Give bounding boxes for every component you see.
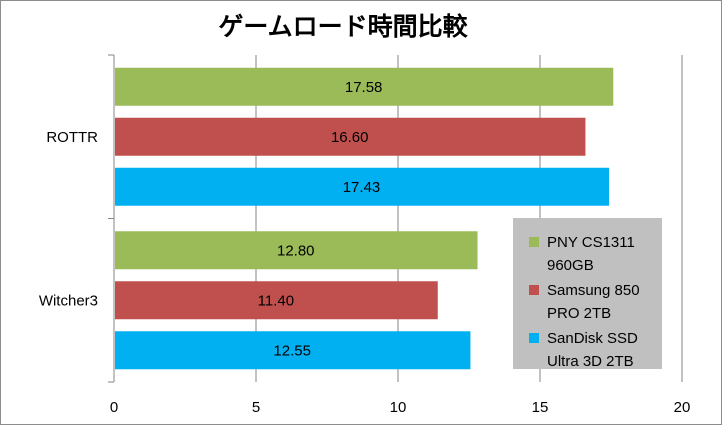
bar-value-label: 17.43 xyxy=(343,179,381,196)
legend-label: PRO 2TB xyxy=(547,305,611,322)
legend-label: Samsung 850 xyxy=(547,282,640,299)
legend-label: Ultra 3D 2TB xyxy=(547,353,634,370)
bar xyxy=(115,117,586,156)
legend-swatch xyxy=(529,237,539,247)
bar-value-label: 12.55 xyxy=(273,342,311,359)
x-tick-label: 10 xyxy=(390,399,407,416)
legend-swatch xyxy=(529,285,539,295)
legend-swatch xyxy=(529,333,539,343)
x-tick-label: 0 xyxy=(110,399,118,416)
category-label: ROTTR xyxy=(46,129,98,146)
bar xyxy=(115,67,614,106)
bar xyxy=(115,281,438,320)
category-label: Witcher3 xyxy=(39,292,98,309)
legend-label: PNY CS1311 xyxy=(547,234,635,251)
bar-value-label: 11.40 xyxy=(258,292,294,309)
x-tick-label: 15 xyxy=(532,399,549,416)
bar-value-label: 17.58 xyxy=(345,79,383,96)
bar xyxy=(115,167,610,206)
chart-title: ゲームロード時間比較 xyxy=(218,12,468,41)
bar xyxy=(115,331,471,370)
legend-label: 960GB xyxy=(547,257,594,274)
bar xyxy=(115,231,478,270)
x-tick-label: 5 xyxy=(252,399,260,416)
bar-value-label: 12.80 xyxy=(277,242,315,259)
bar-value-label: 16.60 xyxy=(331,129,369,146)
x-tick-label: 20 xyxy=(674,399,691,416)
legend-label: SanDisk SSD xyxy=(547,330,638,347)
